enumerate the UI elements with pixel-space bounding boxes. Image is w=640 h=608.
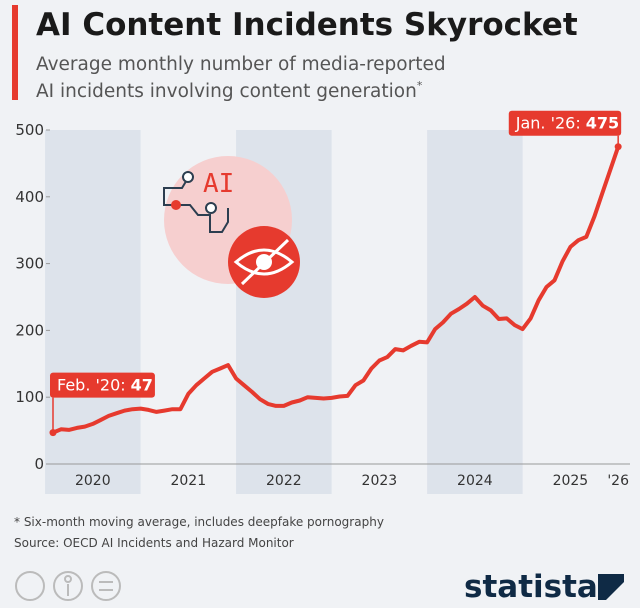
annotation-value: 47 — [131, 376, 153, 395]
node — [182, 171, 194, 183]
annotation-value: 475 — [586, 114, 619, 133]
chart-title: AI Content Incidents Skyrocket — [36, 7, 578, 43]
nd-icon — [91, 571, 121, 601]
annotation-text: Feb. '20: 47 — [57, 376, 153, 395]
y-tick-label: 500 — [15, 121, 44, 139]
y-tick-label: 300 — [15, 255, 44, 273]
subtitle-line: AI incidents involving content generatio… — [36, 81, 417, 102]
illustration-text: AI — [203, 169, 234, 199]
circuit — [163, 177, 229, 233]
y-tick-label: 0 — [34, 455, 44, 473]
brand-logo — [598, 574, 624, 600]
license-icons — [15, 571, 121, 601]
plot: 2020 2021 2022 2023 2024 2025 '26 0 100 200 300 400… — [15, 110, 630, 489]
annotation-label: Jan. '26: — [515, 114, 581, 133]
subtitle: AI incidents involving content generatio… — [36, 79, 423, 102]
x-tick-label: 2025 — [553, 473, 589, 489]
annotation: Jan. '26: 475 — [508, 110, 622, 151]
y-tick-label: 400 — [15, 188, 44, 206]
title-bar — [12, 5, 18, 100]
subtitle: Average monthly number of media-reported — [36, 54, 446, 75]
series-line — [52, 146, 621, 435]
cc-icon — [15, 571, 45, 601]
node — [205, 202, 217, 214]
y-tick-label: 100 — [15, 388, 44, 406]
slash — [240, 238, 290, 286]
brand: statista — [464, 569, 598, 605]
by-icon — [53, 571, 83, 601]
node — [171, 200, 181, 210]
x-tick-label: '26 — [607, 473, 629, 489]
x-tick-label: 2021 — [170, 473, 206, 489]
x-tick-label: 2020 — [75, 473, 111, 489]
source: Source: OECD AI Incidents and Hazard Mon… — [14, 536, 294, 550]
annotation-text: Jan. '26: 475 — [515, 114, 619, 133]
footnote: * Six-month moving average, includes dee… — [14, 515, 384, 529]
annotation-box — [50, 372, 155, 398]
annotation-box — [508, 110, 622, 136]
illustration: AI — [163, 156, 300, 298]
x-tick-label: 2024 — [457, 473, 493, 489]
point — [614, 143, 622, 151]
annotation-label: Feb. '20: — [57, 376, 126, 395]
point — [49, 429, 57, 437]
x-tick-label: 2022 — [266, 473, 302, 489]
year-band — [427, 130, 523, 494]
subtitle-marker: * — [417, 79, 423, 92]
by-head — [64, 575, 72, 583]
annotation: Feb. '20: 47 — [49, 372, 155, 437]
y-tick-label: 200 — [15, 321, 44, 339]
year-band — [45, 130, 141, 494]
x-tick-label: 2023 — [362, 473, 398, 489]
